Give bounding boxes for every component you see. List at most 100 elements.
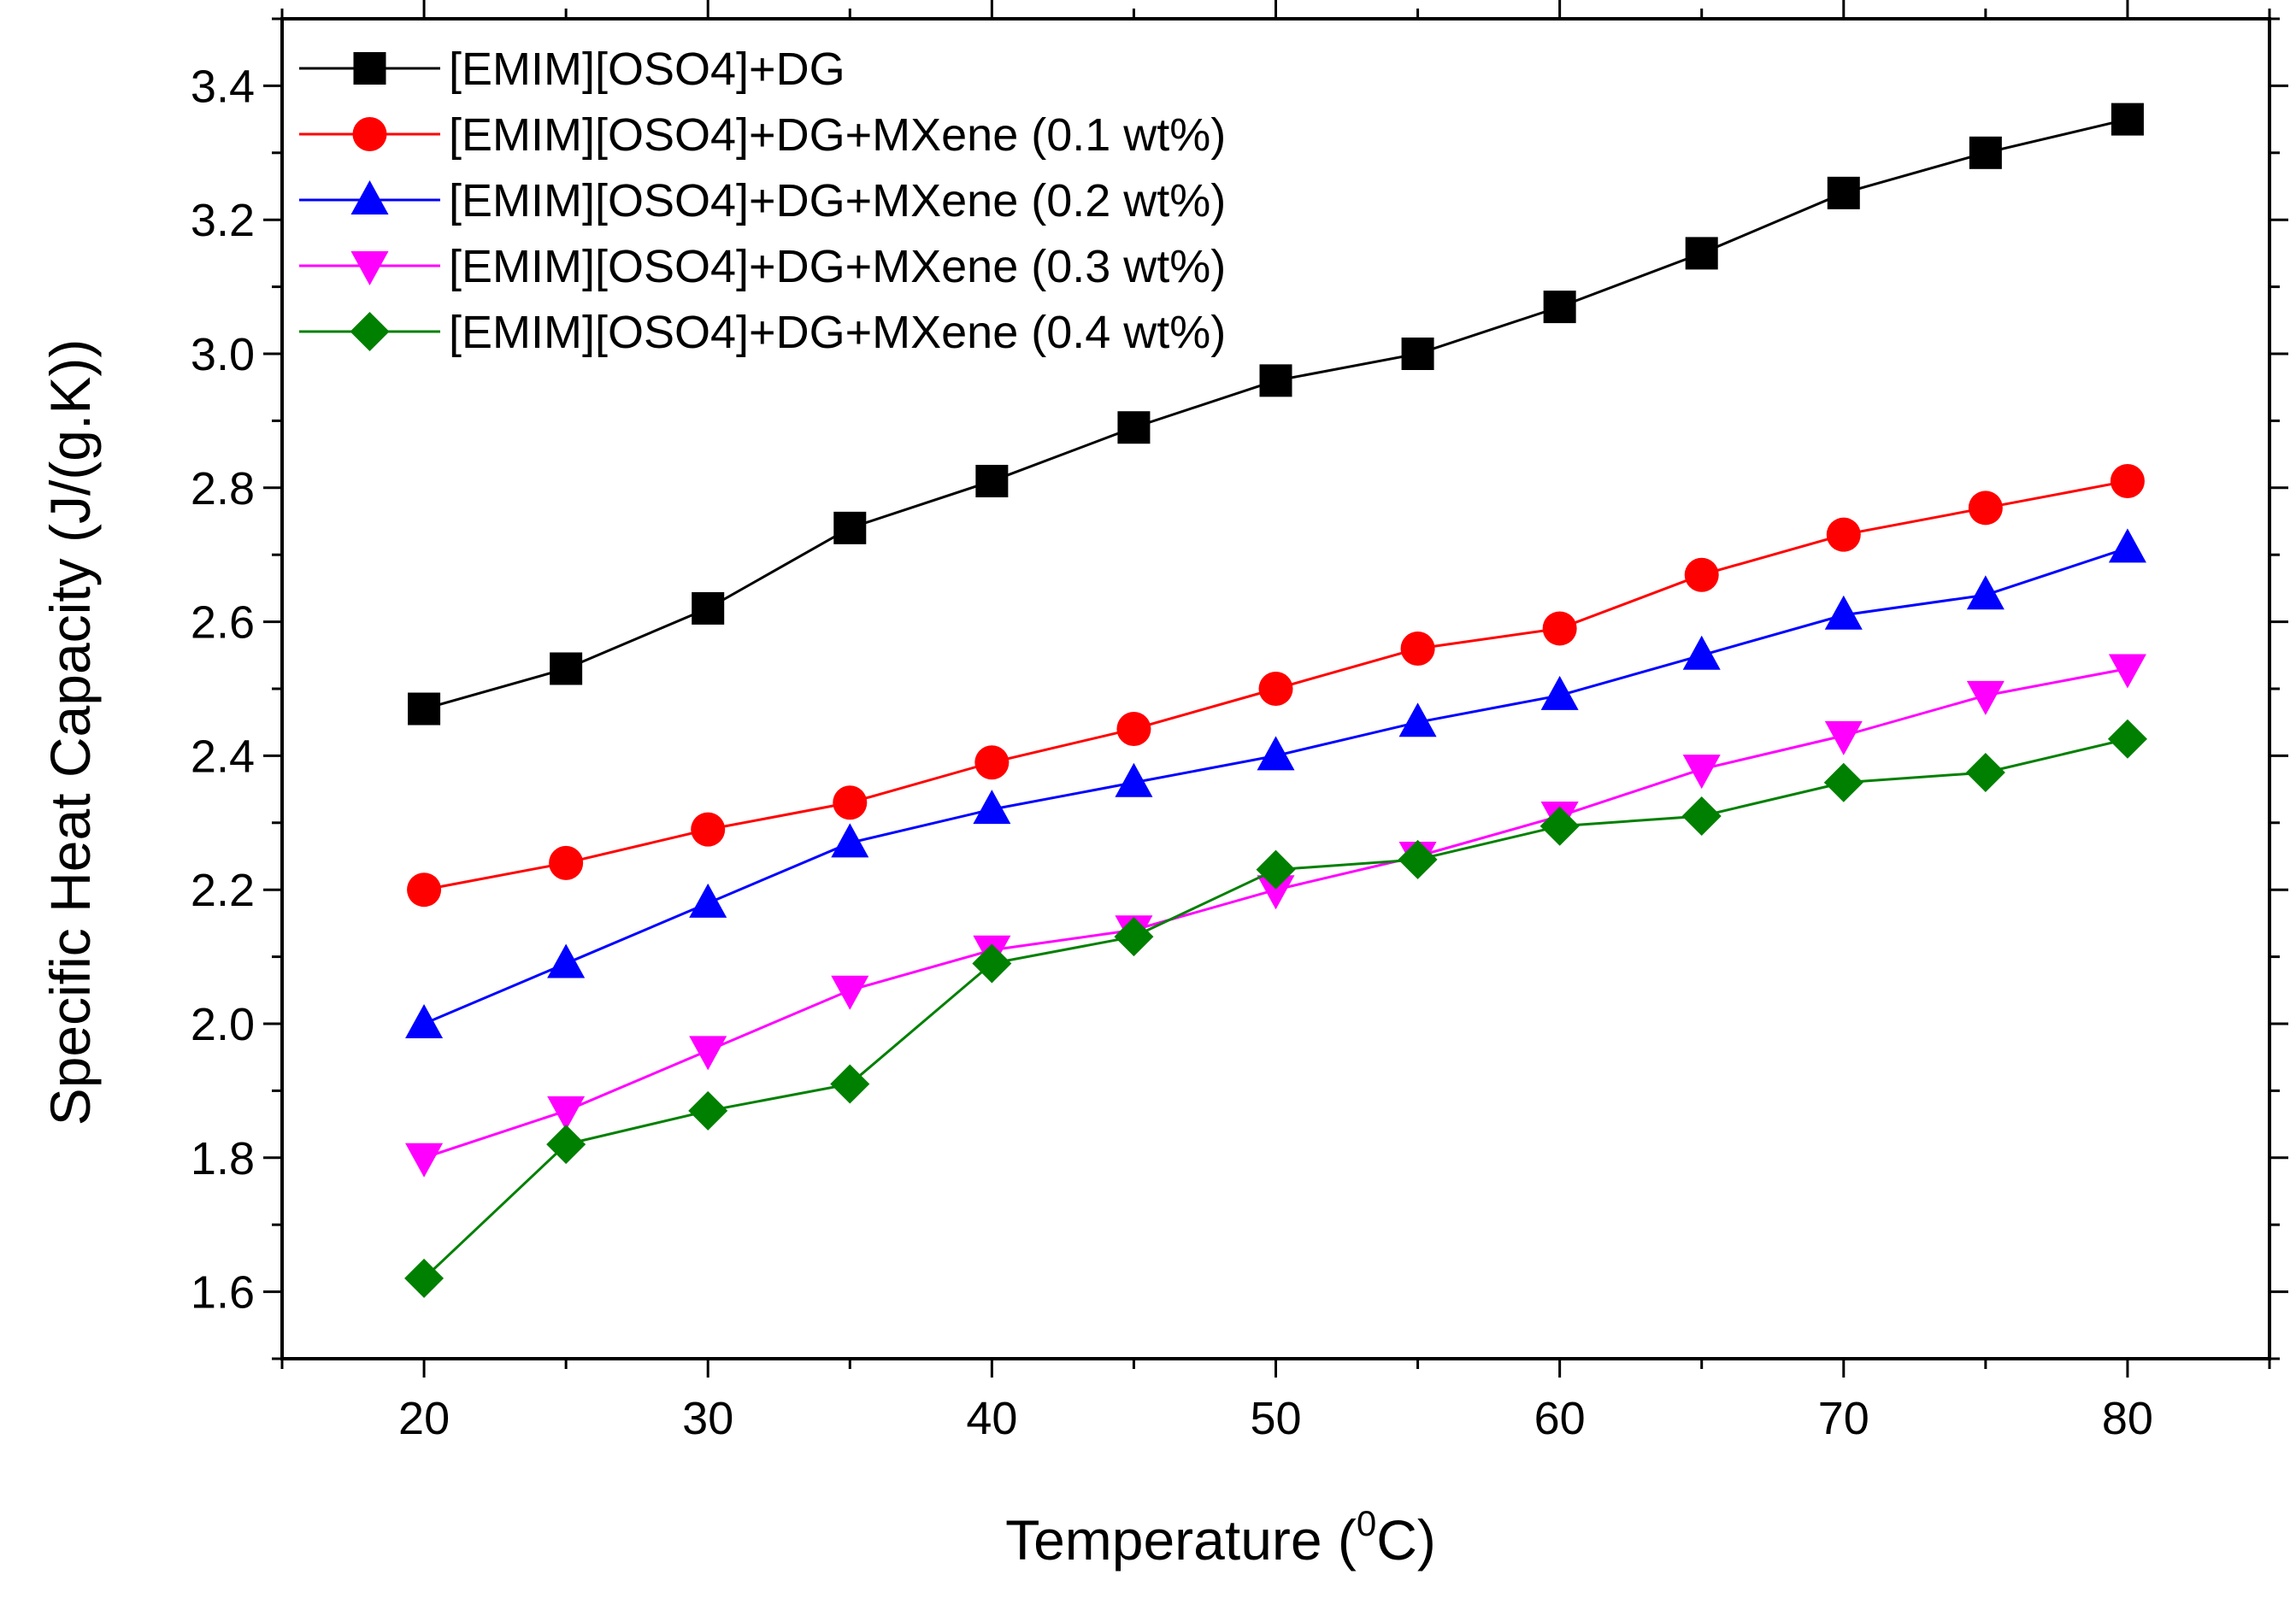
x-axis-title-superscript: 0 bbox=[1357, 1503, 1376, 1543]
data-point bbox=[1117, 411, 1151, 444]
legend-item-5: [EMIM][OSO4]+DG+MXene (0.4 wt%) bbox=[299, 307, 1226, 358]
data-point bbox=[1258, 672, 1293, 706]
data-point bbox=[408, 692, 441, 726]
data-point bbox=[550, 652, 583, 685]
data-point bbox=[691, 812, 726, 847]
legend: [EMIM][OSO4]+DG [EMIM][OSO4]+DG+MXene (0.… bbox=[299, 44, 1226, 358]
legend-item-3: [EMIM][OSO4]+DG+MXene (0.2 wt%) bbox=[299, 175, 1226, 226]
y-tick-label: 3.2 bbox=[191, 195, 255, 246]
data-point bbox=[2107, 719, 2147, 759]
x-tick-label: 30 bbox=[682, 1393, 733, 1444]
legend-label: [EMIM][OSO4]+DG+MXene (0.4 wt%) bbox=[449, 307, 1226, 358]
y-tick-label: 2.6 bbox=[191, 597, 255, 649]
data-point bbox=[547, 943, 586, 978]
y-tick-label: 3.0 bbox=[191, 329, 255, 380]
data-point bbox=[1401, 338, 1434, 370]
data-point bbox=[1685, 237, 1718, 270]
data-point bbox=[1115, 762, 1153, 797]
data-point bbox=[688, 1090, 728, 1131]
y-tick-label: 1.8 bbox=[191, 1133, 255, 1184]
data-point bbox=[689, 883, 727, 918]
y-tick-label: 3.4 bbox=[191, 61, 255, 112]
data-point bbox=[1257, 875, 1295, 910]
legend-item-4: [EMIM][OSO4]+DG+MXene (0.3 wt%) bbox=[299, 241, 1226, 292]
x-tick-label: 20 bbox=[398, 1393, 450, 1444]
data-point bbox=[1969, 136, 2002, 169]
data-point bbox=[547, 1096, 586, 1131]
data-point bbox=[1259, 364, 1292, 397]
legend-label: [EMIM][OSO4]+DG+MXene (0.3 wt%) bbox=[449, 241, 1226, 292]
data-point bbox=[1682, 755, 1721, 790]
legend-label: [EMIM][OSO4]+DG+MXene (0.1 wt%) bbox=[449, 109, 1226, 161]
data-point bbox=[1256, 849, 1296, 890]
legend-item-2: [EMIM][OSO4]+DG+MXene (0.1 wt%) bbox=[299, 109, 1226, 161]
data-point bbox=[830, 1064, 870, 1104]
data-point bbox=[1542, 611, 1577, 646]
data-point bbox=[1823, 762, 1863, 802]
data-point bbox=[1684, 557, 1719, 592]
data-point bbox=[689, 1036, 727, 1071]
data-point bbox=[833, 511, 867, 544]
data-point bbox=[1539, 806, 1580, 846]
data-point bbox=[1824, 595, 1863, 630]
data-point bbox=[407, 872, 442, 908]
y-tick-label: 2.2 bbox=[191, 865, 255, 916]
data-point bbox=[1540, 675, 1579, 710]
series-5 bbox=[404, 719, 2147, 1298]
data-point bbox=[1681, 796, 1722, 836]
data-point bbox=[405, 1004, 444, 1038]
axes-layer: 20 30 40 50 60 70 80 1.6 1.8 2.0 2.2 2.4 2.6 2.8 3.0 3.… bbox=[191, 0, 2288, 1444]
legend-item-1: [EMIM][OSO4]+DG bbox=[299, 44, 845, 95]
data-point bbox=[1398, 839, 1438, 879]
data-point bbox=[1257, 736, 1295, 771]
y-axis-title: Specific Heat Capacity (J/(g.K)) bbox=[38, 339, 102, 1126]
legend-label: [EMIM][OSO4]+DG bbox=[449, 44, 845, 95]
data-point bbox=[2108, 528, 2146, 563]
data-point bbox=[833, 785, 868, 820]
x-axis-title-main: Temperature ( bbox=[1005, 1508, 1357, 1572]
x-tick-label: 60 bbox=[1534, 1393, 1586, 1444]
legend-marker bbox=[350, 312, 390, 351]
series-layer bbox=[404, 103, 2147, 1298]
y-tick-label: 2.4 bbox=[191, 731, 255, 782]
series-2 bbox=[407, 463, 2145, 908]
data-point bbox=[831, 975, 869, 1010]
y-tick-label: 2.8 bbox=[191, 463, 255, 514]
x-tick-label: 80 bbox=[2102, 1393, 2153, 1444]
data-point bbox=[1966, 680, 2005, 715]
data-point bbox=[2111, 103, 2144, 136]
data-point bbox=[2108, 654, 2146, 689]
data-point bbox=[1827, 176, 1860, 209]
legend-marker bbox=[350, 180, 389, 214]
data-point bbox=[831, 823, 869, 858]
data-point bbox=[1824, 720, 1863, 755]
series-3 bbox=[405, 528, 2146, 1038]
legend-marker bbox=[350, 251, 389, 285]
data-point bbox=[405, 1143, 444, 1178]
data-point bbox=[1968, 491, 2003, 526]
data-point bbox=[1400, 631, 1435, 666]
series-1 bbox=[408, 103, 2144, 726]
data-point bbox=[546, 1125, 586, 1165]
data-point bbox=[1966, 575, 2005, 610]
data-point bbox=[1965, 753, 2005, 792]
data-point bbox=[975, 464, 1009, 497]
data-point bbox=[973, 790, 1011, 825]
y-tick-label: 1.6 bbox=[191, 1267, 255, 1319]
data-point bbox=[404, 1258, 444, 1298]
data-point bbox=[972, 943, 1012, 984]
data-point bbox=[1682, 635, 1721, 670]
data-point bbox=[1398, 702, 1437, 737]
data-point bbox=[549, 845, 584, 880]
x-tick-label: 70 bbox=[1818, 1393, 1869, 1444]
data-point bbox=[1543, 291, 1576, 324]
x-tick-label: 40 bbox=[966, 1393, 1017, 1444]
x-axis-title-unit: C) bbox=[1376, 1508, 1436, 1572]
data-point bbox=[692, 591, 725, 625]
data-point bbox=[1114, 917, 1154, 957]
x-tick-label: 50 bbox=[1250, 1393, 1301, 1444]
x-axis-title: Temperature (0C) bbox=[1005, 1503, 1436, 1572]
y-tick-label: 2.0 bbox=[191, 999, 255, 1050]
data-point bbox=[1826, 517, 1861, 552]
